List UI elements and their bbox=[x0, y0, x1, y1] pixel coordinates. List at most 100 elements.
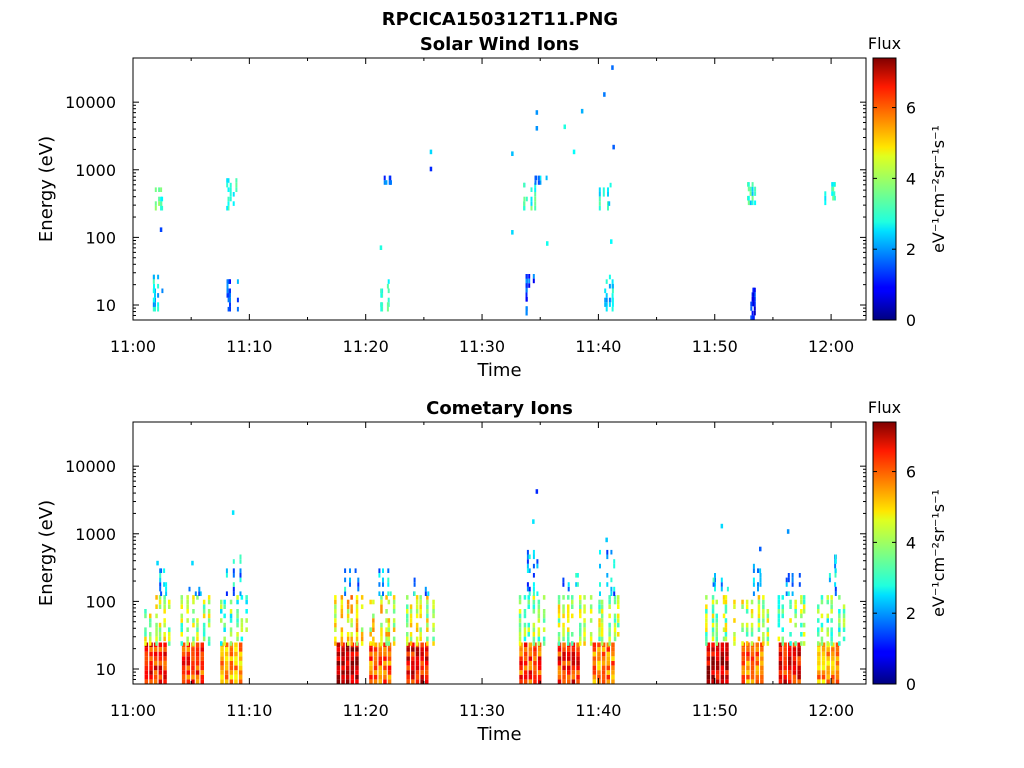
data-cell bbox=[611, 665, 615, 671]
data-cell bbox=[191, 656, 195, 661]
data-cell bbox=[518, 636, 522, 642]
data-cell bbox=[369, 679, 373, 684]
data-cell bbox=[817, 670, 821, 675]
data-cell bbox=[745, 627, 749, 632]
data-cell bbox=[194, 591, 197, 596]
data-cell bbox=[606, 582, 609, 587]
data-cell bbox=[429, 149, 433, 155]
data-cell bbox=[746, 647, 750, 652]
data-cell bbox=[415, 622, 419, 628]
data-cell bbox=[600, 613, 604, 619]
data-cell bbox=[533, 679, 537, 684]
data-cell bbox=[611, 656, 615, 661]
data-cell bbox=[711, 599, 715, 605]
data-cell bbox=[229, 192, 232, 197]
data-cell bbox=[207, 636, 211, 642]
data-cell bbox=[542, 627, 546, 632]
data-cell bbox=[158, 201, 161, 206]
data-cell bbox=[599, 549, 601, 555]
data-cell bbox=[611, 302, 614, 307]
data-cell bbox=[186, 627, 189, 632]
data-cell bbox=[557, 641, 561, 646]
data-cell bbox=[350, 651, 355, 657]
data-cell bbox=[345, 656, 350, 661]
data-cell bbox=[225, 591, 228, 596]
data-cell bbox=[379, 245, 383, 250]
data-cell bbox=[373, 656, 378, 661]
data-cell bbox=[192, 618, 195, 623]
data-cell bbox=[360, 595, 364, 600]
data-cell bbox=[826, 599, 829, 605]
data-cell bbox=[196, 622, 199, 628]
data-cell bbox=[536, 559, 539, 564]
data-cell bbox=[523, 647, 528, 652]
data-cell bbox=[372, 622, 375, 628]
data-cell bbox=[613, 563, 616, 569]
data-cell bbox=[415, 674, 420, 680]
data-cell bbox=[207, 609, 211, 614]
data-cell bbox=[802, 609, 806, 614]
data-cell bbox=[163, 609, 166, 614]
data-cell bbox=[346, 636, 350, 642]
data-cell bbox=[778, 665, 783, 671]
data-cell bbox=[432, 641, 435, 646]
data-cell bbox=[611, 660, 615, 666]
data-cell bbox=[386, 306, 389, 312]
data-cell bbox=[750, 665, 755, 671]
data-cell bbox=[350, 622, 353, 628]
data-cell bbox=[598, 196, 601, 202]
data-cell bbox=[842, 636, 846, 642]
data-cell bbox=[224, 660, 229, 666]
data-cell bbox=[751, 315, 754, 320]
data-cell bbox=[387, 288, 390, 294]
data-cell bbox=[425, 656, 429, 661]
data-cell bbox=[426, 609, 429, 614]
data-cell bbox=[155, 595, 158, 600]
data-cell bbox=[545, 175, 548, 181]
x-axis-label: Time bbox=[476, 360, 521, 381]
data-cell bbox=[760, 647, 764, 652]
data-cell bbox=[706, 679, 711, 684]
data-cell bbox=[355, 627, 359, 632]
data-cell bbox=[144, 656, 149, 661]
data-cell bbox=[766, 609, 770, 614]
data-cell bbox=[220, 665, 224, 671]
data-cell bbox=[415, 613, 419, 619]
data-cell bbox=[777, 604, 781, 609]
data-cell bbox=[387, 679, 392, 684]
data-cell bbox=[611, 674, 615, 680]
data-cell bbox=[425, 665, 429, 671]
data-cell bbox=[605, 293, 608, 298]
data-cell bbox=[532, 274, 535, 279]
data-cell bbox=[392, 636, 396, 642]
data-cell bbox=[834, 573, 837, 578]
data-cell bbox=[341, 679, 345, 684]
data-cell bbox=[345, 660, 350, 666]
data-cell bbox=[186, 656, 190, 661]
data-cell bbox=[149, 613, 152, 619]
data-cell bbox=[181, 647, 186, 652]
data-cell bbox=[523, 656, 528, 661]
data-cell bbox=[425, 647, 429, 652]
data-cell bbox=[757, 599, 761, 605]
data-cell bbox=[617, 618, 620, 623]
data-cell bbox=[601, 665, 606, 671]
data-cell bbox=[606, 679, 610, 684]
data-cell bbox=[350, 647, 355, 652]
data-cell bbox=[611, 651, 615, 657]
data-cell bbox=[518, 595, 522, 600]
data-cell bbox=[706, 642, 711, 648]
data-cell bbox=[610, 577, 613, 583]
data-cell bbox=[785, 577, 788, 583]
data-cell bbox=[611, 65, 614, 70]
data-cell bbox=[152, 288, 155, 294]
data-cell bbox=[195, 656, 200, 661]
data-cell bbox=[229, 599, 233, 605]
data-cell bbox=[236, 279, 239, 284]
data-cell bbox=[226, 288, 229, 294]
data-cell bbox=[378, 660, 382, 666]
data-cell bbox=[539, 175, 542, 181]
data-cell bbox=[360, 627, 364, 632]
data-cell bbox=[537, 679, 542, 684]
